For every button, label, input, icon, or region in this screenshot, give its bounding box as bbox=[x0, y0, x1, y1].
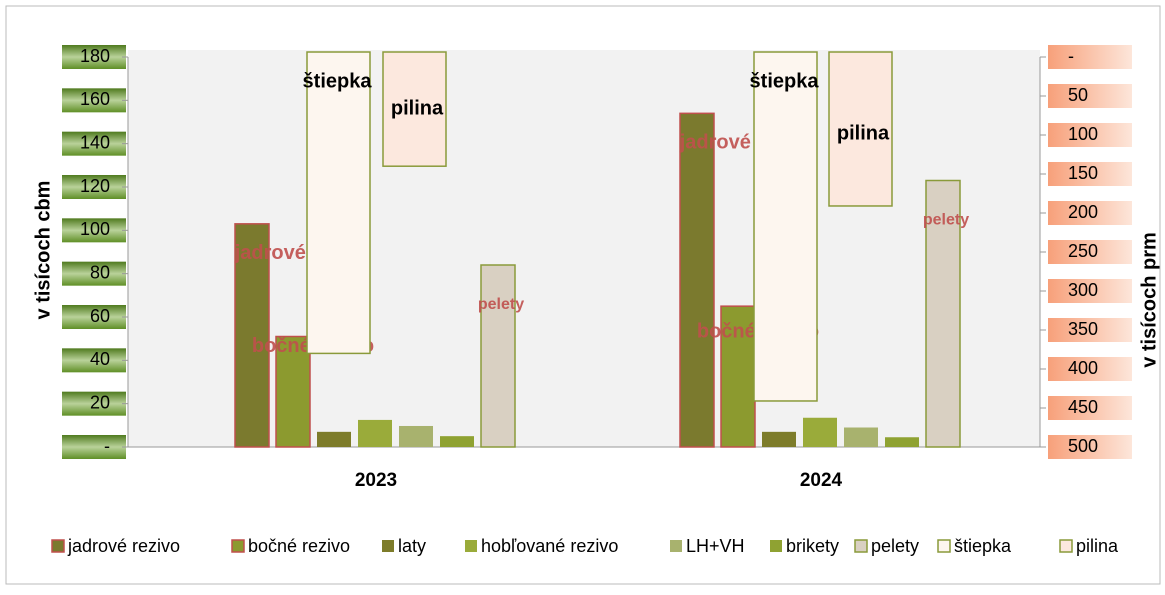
y2-tick-label: 500 bbox=[1068, 436, 1098, 456]
y2-tick-box bbox=[1048, 240, 1132, 264]
bar bbox=[382, 51, 447, 167]
y2-tick-box bbox=[1048, 279, 1132, 303]
bar bbox=[399, 425, 433, 447]
bar bbox=[753, 51, 818, 402]
bar-annotation: štiepka bbox=[750, 70, 820, 92]
legend-label: pilina bbox=[1076, 536, 1119, 556]
bar bbox=[275, 335, 311, 448]
legend-swatch bbox=[382, 540, 394, 552]
y-tick-label: 100 bbox=[80, 219, 110, 239]
frame bbox=[5, 5, 1161, 585]
y2-tick-box bbox=[1048, 45, 1132, 69]
y-axis-label: v tisícoch cbm bbox=[32, 181, 54, 320]
legend-swatch bbox=[937, 539, 951, 553]
legend-label: laty bbox=[398, 536, 426, 556]
y2-tick-box bbox=[1048, 201, 1132, 225]
y-tick-box bbox=[62, 391, 126, 416]
bar bbox=[925, 179, 961, 448]
y2-tick-box bbox=[1048, 318, 1132, 342]
legend-label: pelety bbox=[871, 536, 919, 556]
bar bbox=[762, 431, 796, 447]
y-tick-label: - bbox=[104, 436, 110, 456]
y2-tick-label: 300 bbox=[1068, 280, 1098, 300]
bar bbox=[440, 436, 474, 447]
legend-swatch bbox=[465, 540, 477, 552]
y2-tick-label: 50 bbox=[1068, 85, 1088, 105]
bar bbox=[828, 51, 893, 207]
y-tick-label: 140 bbox=[80, 132, 110, 152]
bar-annotation: pilina bbox=[837, 122, 890, 144]
x-tick-label: 2023 bbox=[355, 470, 397, 491]
y2-tick-label: 350 bbox=[1068, 319, 1098, 339]
bar bbox=[844, 427, 878, 447]
bar-annotation: pilina bbox=[391, 97, 444, 119]
y-tick-label: 60 bbox=[90, 306, 110, 326]
bar bbox=[885, 437, 919, 447]
y-tick-box bbox=[62, 348, 126, 373]
legend-label: brikety bbox=[786, 536, 839, 556]
y2-tick-box bbox=[1048, 396, 1132, 420]
y2-tick-box bbox=[1048, 84, 1132, 108]
y-tick-label: 40 bbox=[90, 349, 110, 369]
bar bbox=[317, 431, 351, 447]
bar-annotation: štiepka bbox=[303, 70, 373, 92]
bar bbox=[679, 112, 715, 448]
bar bbox=[720, 305, 756, 448]
y-tick-label: 160 bbox=[80, 89, 110, 109]
bar bbox=[358, 419, 392, 447]
y-tick-box bbox=[62, 175, 126, 199]
y2-tick-box bbox=[1048, 435, 1132, 459]
x-tick-label: 2024 bbox=[800, 470, 843, 491]
y2-tick-label: 450 bbox=[1068, 397, 1098, 417]
legend-swatch bbox=[670, 540, 682, 552]
bar bbox=[234, 223, 270, 448]
y-tick-label: 80 bbox=[90, 262, 110, 282]
legend-swatch bbox=[854, 539, 868, 553]
y2-tick-label: 200 bbox=[1068, 202, 1098, 222]
bar-annotation: pelety bbox=[478, 296, 524, 313]
legend-label: jadrové rezivo bbox=[67, 536, 180, 556]
legend-label: bočné rezivo bbox=[248, 536, 350, 556]
y2-tick-box bbox=[1048, 357, 1132, 381]
y2-axis-label: v tisícoch prm bbox=[1138, 232, 1160, 368]
legend-swatch bbox=[770, 540, 782, 552]
bar bbox=[803, 417, 837, 447]
y2-tick-box bbox=[1048, 123, 1132, 147]
y-tick-box bbox=[62, 435, 126, 459]
y2-tick-label: 150 bbox=[1068, 163, 1098, 183]
bar-annotation: pelety bbox=[923, 212, 969, 229]
y-tick-label: 120 bbox=[80, 176, 110, 196]
y-tick-label: 20 bbox=[90, 392, 110, 412]
legend-label: štiepka bbox=[954, 536, 1012, 556]
bar bbox=[306, 51, 371, 355]
y-tick-box bbox=[62, 305, 126, 329]
legend-swatch bbox=[51, 539, 65, 553]
y-tick-box bbox=[62, 261, 126, 286]
y-tick-box bbox=[62, 218, 126, 243]
legend-swatch bbox=[231, 539, 245, 553]
legend-label: LH+VH bbox=[686, 536, 745, 556]
y-tick-box bbox=[62, 45, 126, 69]
y-tick-label: 180 bbox=[80, 46, 110, 66]
y2-tick-box bbox=[1048, 162, 1132, 186]
legend-swatch bbox=[1059, 539, 1073, 553]
legend-label: hobľované rezivo bbox=[481, 536, 618, 556]
y-tick-box bbox=[62, 88, 126, 113]
bar bbox=[480, 264, 516, 448]
y2-tick-label: - bbox=[1068, 46, 1074, 66]
y2-tick-label: 400 bbox=[1068, 358, 1098, 378]
y-tick-box bbox=[62, 131, 126, 156]
y2-tick-label: 100 bbox=[1068, 124, 1098, 144]
y2-tick-label: 250 bbox=[1068, 241, 1098, 261]
